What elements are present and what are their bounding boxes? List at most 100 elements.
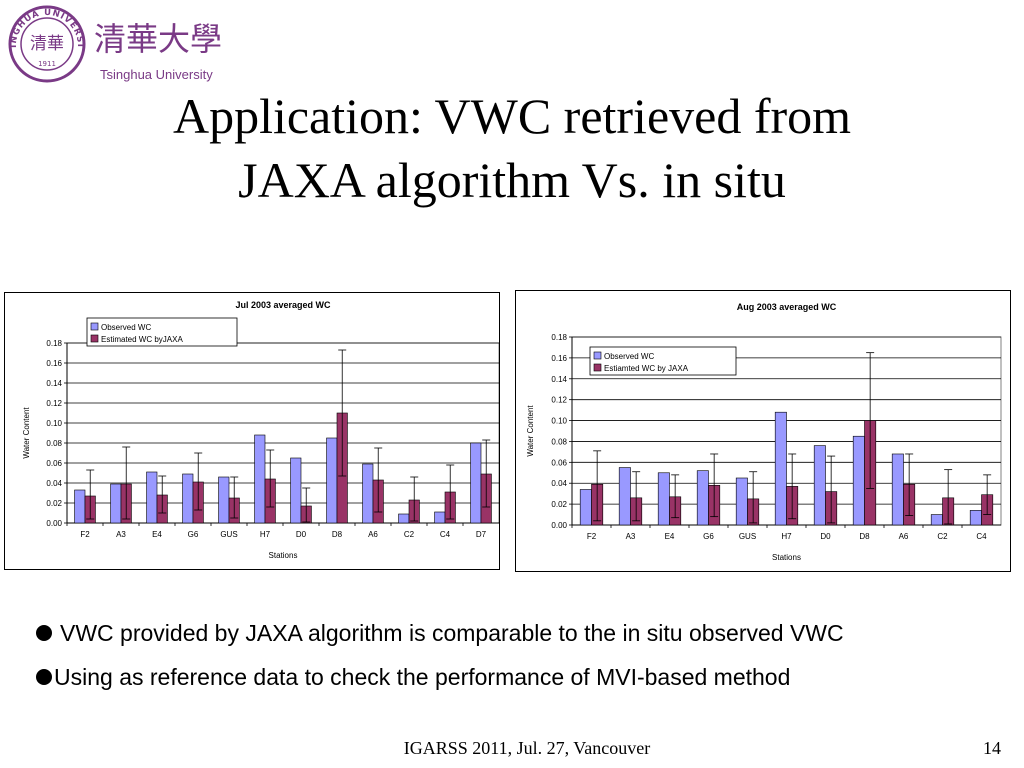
footer-text: IGARSS 2011, Jul. 27, Vancouver [403,738,651,758]
bar-observed [579,489,592,526]
bar-observed [398,513,410,524]
x-tick-label: C4 [440,530,451,539]
bar-observed [735,477,748,526]
x-tick-label: E4 [665,532,675,541]
aug-chart: Aug 2003 averaged WC 0.00 0.02 0.04 0.06 0.08… [526,302,1002,562]
x-tick-label: C2 [404,530,415,539]
x-tick-label: A6 [368,530,378,539]
y-tick-label: 0.00 [46,519,62,528]
y-tick-label: 0.10 [46,419,62,428]
y-tick-label: 0.10 [551,417,567,426]
x-tick-label: D8 [859,532,870,541]
y-tick-label: 0.12 [46,399,62,408]
jul-chart: Jul 2003 averaged WC 0.00 0.02 0.04 0.06 0.08… [22,300,500,560]
x-tick-label: A3 [626,532,636,541]
legend-swatch-estimated [593,363,602,372]
y-tick-label: 0.14 [551,375,567,384]
seal-year: 1911 [38,60,56,68]
x-tick-label: G6 [703,532,714,541]
x-tick-label: H7 [260,530,271,539]
bar-observed [218,476,230,524]
bar-observed [146,471,158,524]
bar-observed [930,514,943,526]
x-tick-label: GUS [220,530,237,539]
bullet-text: VWC provided by JAXA algorithm is compar… [60,620,844,646]
bullet-text: Using as reference data to check the per… [54,664,791,690]
bar-observed [362,463,374,524]
x-axis-label: Stations [269,551,298,560]
y-tick-label: 0.08 [46,439,62,448]
legend-swatch-estimated [90,334,99,343]
bullet-item: Using as reference data to check the per… [36,662,1016,706]
x-tick-label: A3 [116,530,126,539]
bar-observed [618,467,631,526]
y-tick-label: 0.16 [551,354,567,363]
y-tick-label: 0.12 [551,396,567,405]
legend-swatch-observed [593,351,602,360]
y-tick-label: 0.04 [46,479,62,488]
bullet-item: VWC provided by JAXA algorithm is compar… [36,618,1016,662]
x-tick-label: G6 [188,530,199,539]
x-tick-label: C4 [976,532,987,541]
bar-observed [852,435,865,526]
legend-box [589,346,737,376]
bar-observed [696,470,709,526]
bar-observed [182,473,194,524]
bar-observed [326,437,338,524]
x-tick-label: C2 [937,532,948,541]
legend-label: Estimated WC byJAXA [101,335,183,344]
slide-title: Application: VWC retrieved from JAXA alg… [0,84,1024,212]
aug-chart-panel: Aug 2003 averaged WC 0.00 0.02 0.04 0.06 0.08… [515,290,1011,572]
y-tick-label: 0.02 [551,500,567,509]
bar-observed [254,434,266,524]
y-tick-label: 0.18 [551,333,567,342]
plot-area [66,342,500,524]
bar-observed [434,511,446,524]
logo-chinese-name: 清華大學 [94,20,222,58]
bar-observed [774,411,787,526]
x-tick-label: D0 [296,530,307,539]
bar-observed [74,489,86,524]
y-tick-label: 0.18 [46,339,62,348]
bullet-list: VWC provided by JAXA algorithm is compar… [36,618,1016,706]
y-tick-label: 0.14 [46,379,62,388]
y-tick-label: 0.06 [551,458,567,467]
seal-monogram: 清華 [30,34,64,54]
bar-observed [470,442,482,524]
slide-title-line-2: JAXA algorithm Vs. in situ [238,152,786,208]
bullet-dot-icon [36,668,52,685]
legend-label: Observed WC [604,352,654,361]
x-tick-label: D7 [476,530,487,539]
tsinghua-logo: TSINGHUA UNIVERSITY 清華 1911 清華大學 Tsinghu… [1,0,226,86]
x-tick-label: F2 [80,530,90,539]
bullet-dot-icon [36,624,52,641]
legend-box [86,317,238,347]
jul-chart-panel: Jul 2003 averaged WC 0.00 0.02 0.04 0.06 0.08… [4,292,500,570]
x-tick-label: H7 [781,532,792,541]
slide-title-line-1: Application: VWC retrieved from [172,88,852,144]
y-axis-label: Water Content [22,407,31,459]
bar-observed [891,453,904,526]
y-tick-label: 0.04 [551,479,567,488]
page-number: 14 [983,738,1001,758]
y-tick-label: 0.16 [46,359,62,368]
x-tick-label: A6 [899,532,909,541]
bar-observed [969,510,982,526]
tsinghua-seal-icon: TSINGHUA UNIVERSITY 清華 1911 清華大學 [1,0,222,83]
legend-label: Estiamted WC by JAXA [604,364,689,373]
x-tick-label: F2 [587,532,597,541]
y-tick-label: 0.02 [46,499,62,508]
x-axis-label: Stations [772,553,801,562]
chart-title: Aug 2003 averaged WC [737,302,837,312]
x-tick-label: D8 [332,530,343,539]
x-tick-label: D0 [820,532,831,541]
y-tick-label: 0.06 [46,459,62,468]
bar-observed [813,445,826,526]
x-tick-label: GUS [739,532,756,541]
y-tick-label: 0.08 [551,437,567,446]
x-tick-label: E4 [152,530,162,539]
legend-swatch-observed [90,322,99,331]
bar-observed [290,457,302,524]
y-axis-label: Water Content [526,405,535,457]
chart-title: Jul 2003 averaged WC [235,300,331,310]
